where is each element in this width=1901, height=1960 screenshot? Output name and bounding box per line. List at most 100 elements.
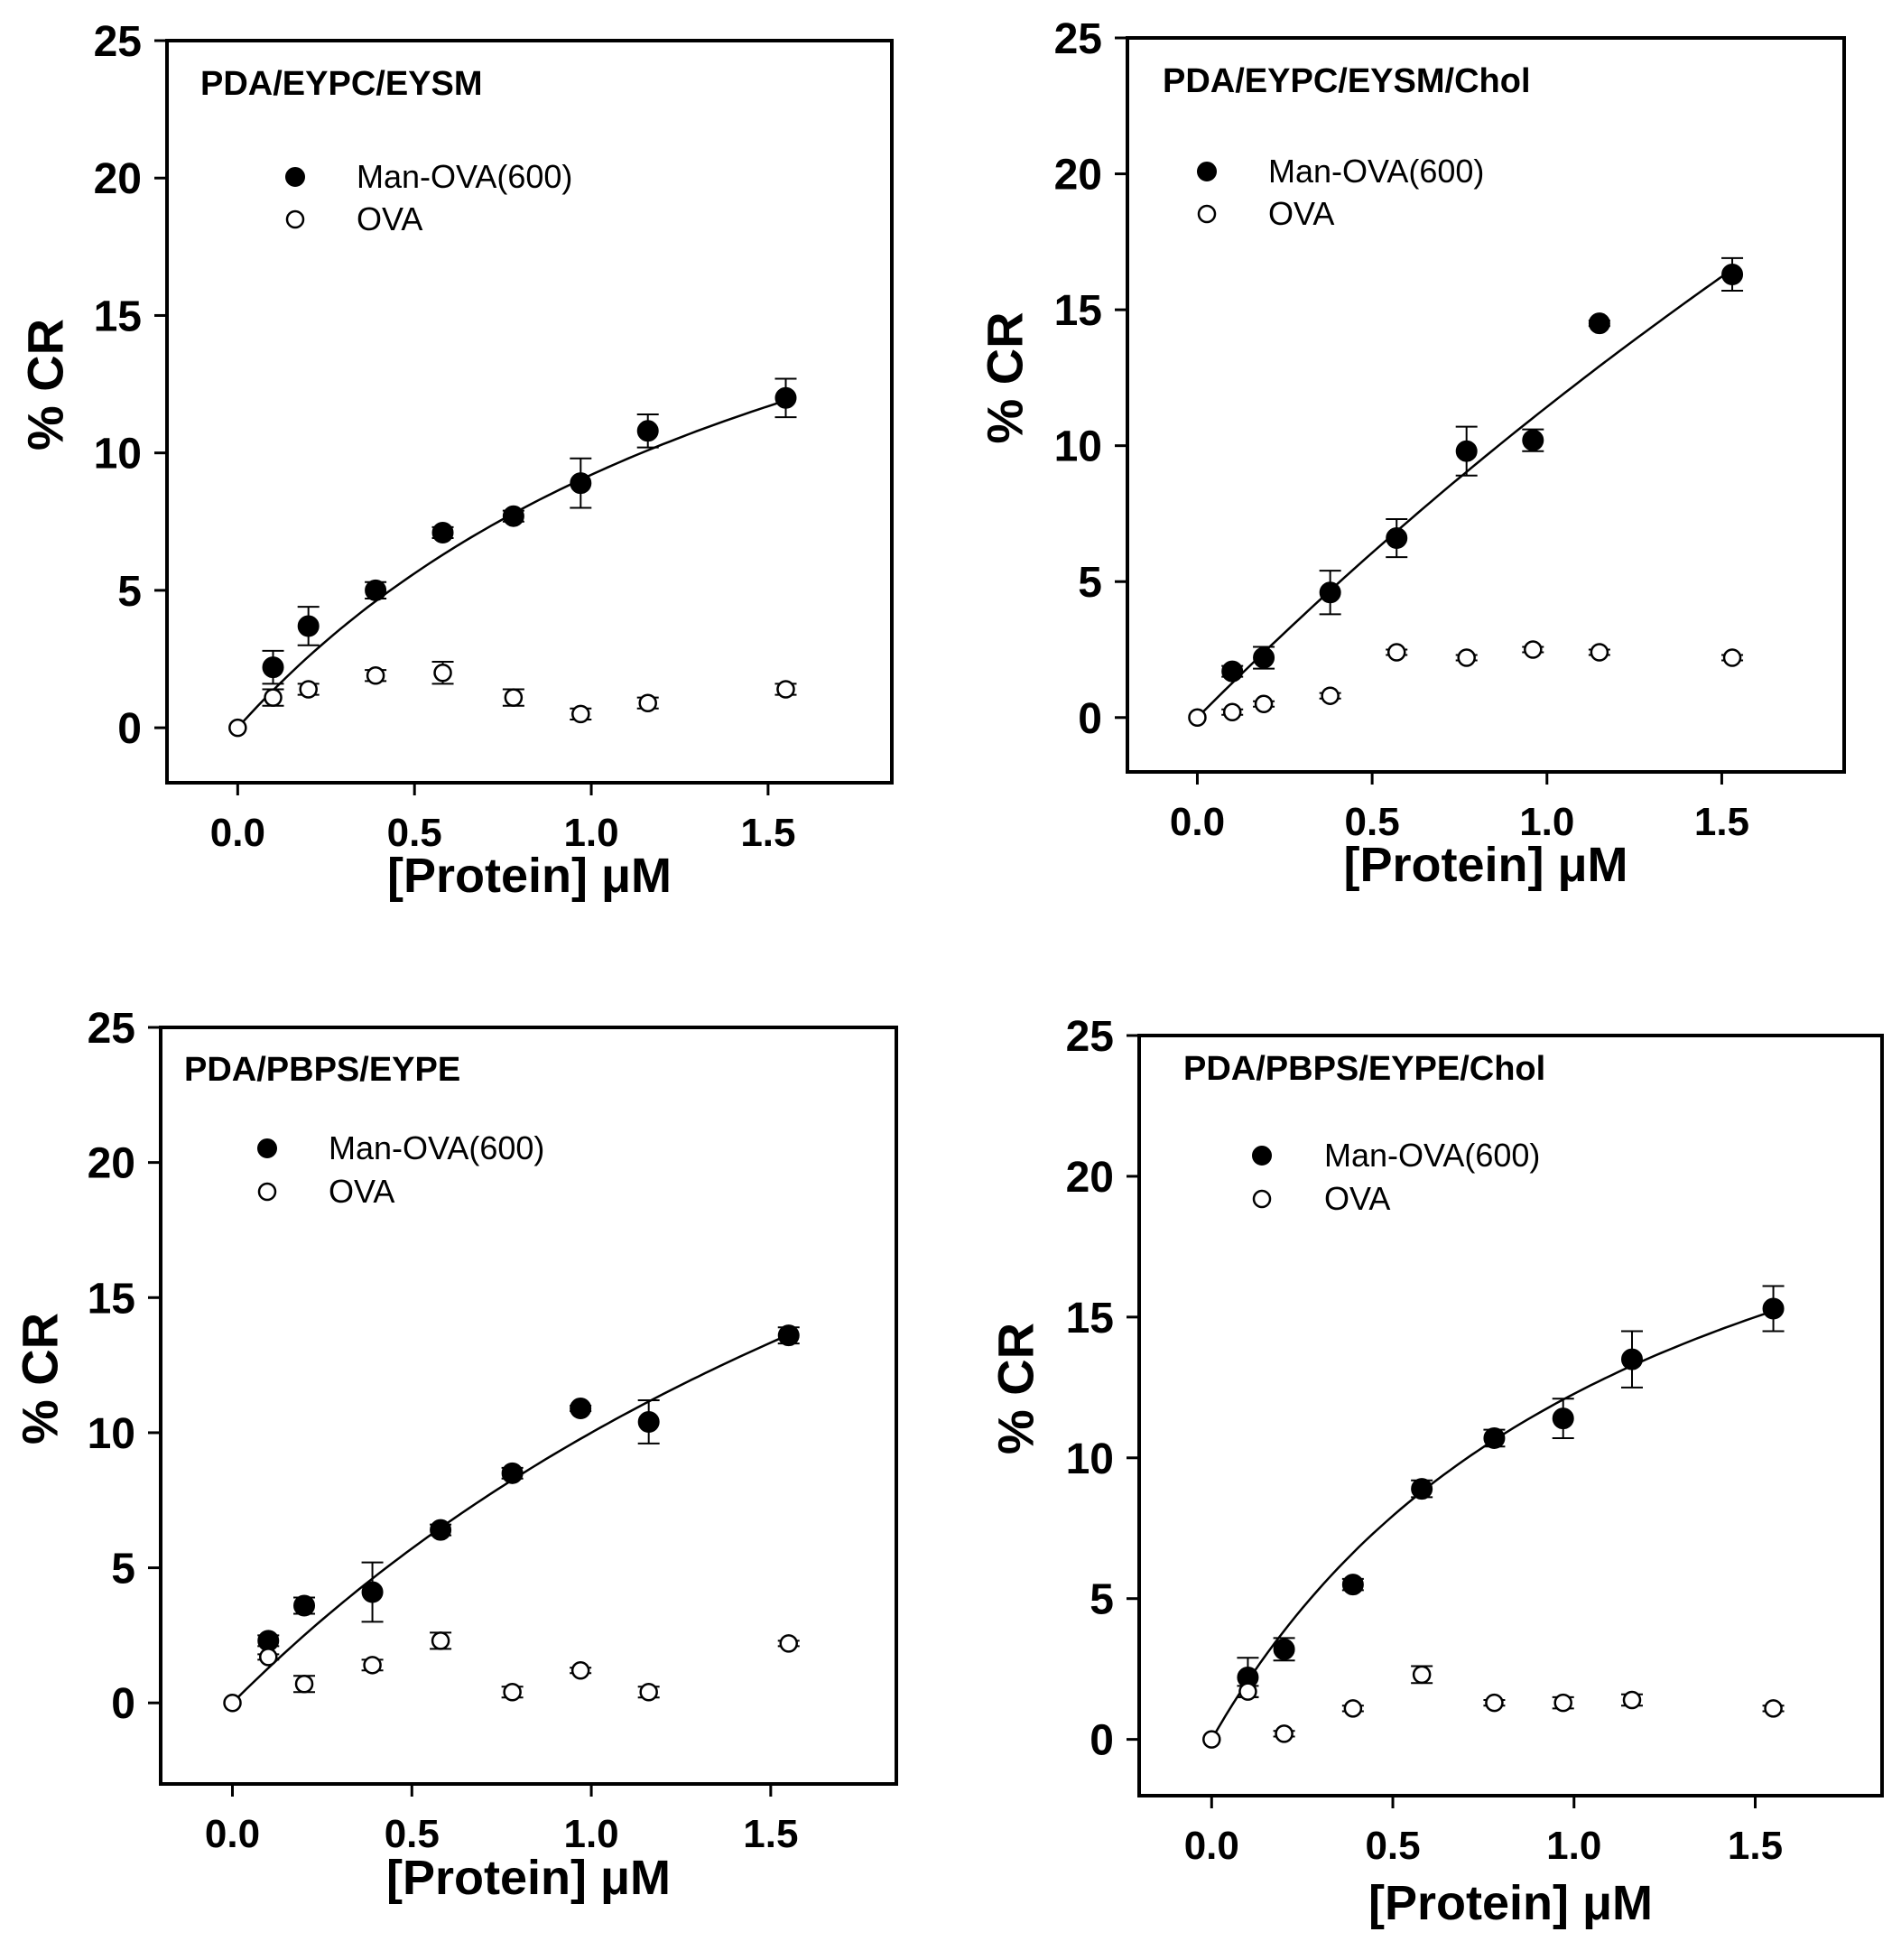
- data-point-man-ova: [1455, 440, 1478, 462]
- legend-marker-filled: [1252, 1146, 1272, 1166]
- data-point-man-ova: [1588, 312, 1610, 335]
- data-point-ova: [570, 1661, 590, 1680]
- x-tick-label: 1.5: [743, 1812, 798, 1856]
- data-point-man-ova: [636, 420, 659, 442]
- data-point-man-ova: [1620, 1348, 1643, 1370]
- data-point-ova: [1485, 1693, 1504, 1713]
- fit-curve: [231, 1333, 790, 1705]
- y-tick-label: 5: [117, 568, 142, 616]
- x-tick-label: 0.0: [1170, 800, 1225, 844]
- panel-title: PDA/PBPS/EYPE/Chol: [1183, 1050, 1545, 1088]
- data-point-man-ova: [502, 505, 524, 527]
- data-point-ova: [779, 1634, 798, 1653]
- data-point-man-ova: [1411, 1478, 1433, 1500]
- data-point-man-ova: [570, 472, 592, 495]
- data-point-man-ova: [257, 1630, 280, 1652]
- data-point-ova: [431, 1631, 450, 1650]
- x-axis-title: [Protein] μM: [386, 1851, 671, 1905]
- x-tick-label: 0.5: [385, 1812, 440, 1856]
- y-tick-label: 25: [88, 1005, 135, 1053]
- x-axis-title: [Protein] μM: [1368, 1876, 1653, 1930]
- legend-marker-open: [1197, 204, 1217, 224]
- legend-marker-open: [1252, 1189, 1272, 1209]
- y-tick-label: 25: [1054, 15, 1102, 63]
- legend-marker-open: [257, 1182, 277, 1202]
- data-point-man-ova: [1762, 1297, 1785, 1320]
- chart-panel-4: 0 5 10 15 20 25 0.0 0.5 1.0 1.5 [Protein] μM % CR PD…: [988, 1013, 1884, 1930]
- legend-label: OVA: [357, 200, 422, 237]
- legend-label: OVA: [1324, 1180, 1390, 1217]
- data-point-ova: [299, 680, 318, 699]
- x-tick-label: 1.5: [740, 811, 795, 855]
- data-point-ova: [1238, 1682, 1257, 1701]
- y-tick-label: 10: [88, 1410, 135, 1458]
- y-tick-label: 5: [1090, 1576, 1114, 1624]
- data-point-ova: [1590, 643, 1609, 662]
- data-point-ova: [1386, 643, 1406, 662]
- data-point-ova: [776, 680, 795, 699]
- data-point-man-ova: [1221, 660, 1244, 683]
- legend-label: Man-OVA(600): [1324, 1137, 1540, 1174]
- y-tick-label: 15: [1054, 287, 1102, 335]
- x-tick-label: 0.5: [387, 811, 442, 855]
- y-tick-label: 20: [1054, 152, 1102, 200]
- data-point-ova: [259, 1648, 278, 1667]
- chart-panel-2: 0 5 10 15 20 25 0.0 0.5 1.0 1.5 [Protein] μM % CR PD…: [977, 15, 1846, 892]
- y-tick-label: 20: [1066, 1154, 1114, 1202]
- data-point-man-ova: [1253, 646, 1275, 669]
- data-point-ova: [433, 663, 452, 683]
- data-point-ova: [1343, 1699, 1363, 1718]
- plot-frame: [159, 1026, 898, 1786]
- data-point-ova: [264, 688, 283, 707]
- data-point-ova: [571, 704, 590, 724]
- y-tick-label: 25: [1066, 1013, 1114, 1061]
- data-point-ova: [1188, 708, 1207, 728]
- y-tick-label: 20: [94, 155, 142, 203]
- data-point-man-ova: [1386, 527, 1408, 550]
- data-point-ova: [294, 1675, 314, 1694]
- x-tick-label: 0.0: [205, 1812, 260, 1856]
- plot-frame: [165, 39, 894, 785]
- x-tick-label: 1.5: [1728, 1824, 1783, 1868]
- y-tick-label: 5: [111, 1546, 135, 1593]
- data-point-man-ova: [1552, 1407, 1574, 1430]
- data-point-man-ova: [431, 521, 454, 543]
- legend-label: Man-OVA(600): [357, 158, 572, 195]
- data-point-ova: [228, 718, 247, 738]
- data-point-man-ova: [777, 1324, 800, 1347]
- legend-marker-filled: [285, 167, 305, 187]
- x-tick-label: 0.5: [1365, 1824, 1420, 1868]
- data-point-man-ova: [637, 1410, 660, 1433]
- y-tick-label: 20: [88, 1140, 135, 1188]
- y-tick-label: 0: [111, 1680, 135, 1728]
- legend-label: Man-OVA(600): [1268, 153, 1484, 190]
- data-point-man-ova: [262, 656, 284, 679]
- legend-label: Man-OVA(600): [329, 1129, 544, 1166]
- fit-curve: [1210, 1309, 1775, 1741]
- data-point-ova: [1222, 702, 1242, 722]
- legend-label: OVA: [1268, 195, 1334, 232]
- x-tick-label: 0.0: [210, 811, 265, 855]
- legend-marker-filled: [1197, 162, 1217, 181]
- data-point-ova: [1412, 1665, 1432, 1685]
- data-point-man-ova: [501, 1462, 524, 1484]
- data-point-ova: [1254, 694, 1274, 713]
- x-axis-title: [Protein] μM: [387, 849, 672, 903]
- x-tick-label: 1.0: [563, 811, 618, 855]
- y-tick-label: 5: [1078, 559, 1102, 607]
- y-tick-label: 10: [1066, 1435, 1114, 1483]
- fit-curve: [1196, 268, 1733, 719]
- x-tick-label: 1.0: [1519, 800, 1574, 844]
- data-point-ova: [1202, 1730, 1221, 1749]
- data-point-ova: [638, 693, 657, 712]
- data-point-man-ova: [1483, 1426, 1506, 1449]
- y-tick-label: 15: [1066, 1295, 1114, 1342]
- data-point-ova: [1622, 1690, 1642, 1710]
- data-point-man-ova: [1721, 263, 1744, 285]
- data-point-man-ova: [361, 1581, 384, 1603]
- legend-label: OVA: [329, 1173, 394, 1210]
- x-axis-title: [Protein] μM: [1343, 838, 1627, 892]
- panel-title: PDA/PBPS/EYPE: [184, 1051, 460, 1089]
- data-point-man-ova: [570, 1397, 592, 1419]
